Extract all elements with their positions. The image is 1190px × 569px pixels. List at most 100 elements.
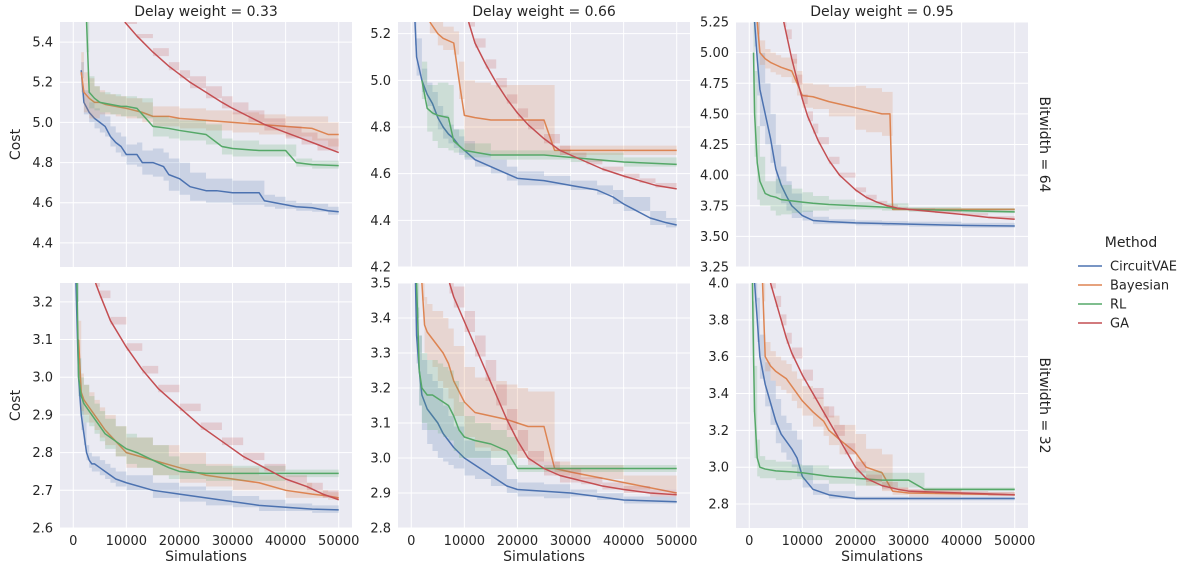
legend-label: GA (1110, 317, 1129, 332)
x-tick-label: 50000 (656, 534, 697, 549)
panel-r0-c1: 4.2 4.4 4.6 4.8 5.0 5.2 Delay weight = 0.66 (370, 4, 690, 276)
plot-area (751, 283, 1015, 501)
y-tick-label: 4.25 (700, 138, 729, 153)
row-label: Bitwidth = 64 (1036, 96, 1052, 192)
column-title: Delay weight = 0.33 (134, 4, 278, 20)
y-tick-label: 4.4 (370, 214, 391, 229)
legend-item-ga: GA (1078, 317, 1129, 332)
y-tick-label: 2.8 (32, 446, 53, 461)
x-tick-label: 50000 (318, 534, 359, 549)
y-axis-label: Cost (8, 128, 24, 160)
y-tick-label: 4.00 (700, 169, 729, 184)
legend-item-bayesian: Bayesian (1078, 279, 1169, 294)
plot-area (752, 22, 1015, 229)
panel-background (60, 283, 352, 528)
x-tick-label: 20000 (159, 534, 200, 549)
x-axis-label: Simulations (503, 549, 585, 565)
y-tick-label: 2.8 (370, 522, 391, 537)
line-rl (85, 22, 339, 167)
line-bayesian (77, 339, 339, 499)
y-tick-label: 3.50 (700, 230, 729, 245)
x-tick-label: 20000 (497, 534, 538, 549)
y-tick-label: 3.2 (708, 424, 729, 439)
y-tick-label: 2.8 (708, 498, 729, 513)
panel-r0-c0: 4.4 4.6 4.8 5.0 5.2 5.4 Delay weight = 0.33 Cos… (8, 4, 352, 267)
row-label: Bitwidth = 32 (1036, 357, 1052, 453)
band-circuitvae (81, 62, 339, 216)
y-tick-label: 5.4 (32, 36, 53, 51)
legend-label: Bayesian (1110, 279, 1169, 294)
x-tick-label: 40000 (265, 534, 306, 549)
line-ga (783, 22, 1015, 220)
y-tick-label: 5.2 (370, 27, 391, 42)
panel-background (736, 283, 1028, 528)
panel-r1-c1: 2.8 2.9 3.0 3.1 3.2 3.3 3.4 3.5 0 10000 20000 30000… (370, 277, 697, 566)
y-tick-label: 5.0 (370, 74, 391, 89)
column-title: Delay weight = 0.95 (810, 4, 954, 20)
y-tick-label: 3.25 (700, 261, 729, 276)
x-tick-label: 0 (745, 534, 753, 549)
band-bayesian (429, 22, 677, 155)
y-tick-label: 4.8 (32, 156, 53, 171)
legend-title: Method (1105, 235, 1158, 251)
y-tick-label: 3.1 (370, 417, 391, 432)
y-tick-label: 3.2 (370, 382, 391, 397)
legend: Method CircuitVAE Bayesian RL GA (1078, 235, 1177, 332)
plot-area (80, 22, 339, 216)
y-tick-label: 3.6 (708, 350, 729, 365)
x-tick-label: 30000 (212, 534, 253, 549)
legend-label: CircuitVAE (1110, 260, 1177, 275)
y-tick-label: 5.00 (700, 46, 729, 61)
y-tick-label: 4.0 (708, 277, 729, 292)
line-rl (421, 80, 677, 166)
x-tick-label: 10000 (106, 534, 147, 549)
panel-r1-c2: 2.8 3.0 3.2 3.4 3.6 3.8 4.0 0 10000 20000 30000 400… (708, 277, 1052, 566)
y-tick-label: 3.4 (370, 312, 391, 327)
column-title: Delay weight = 0.66 (472, 4, 616, 20)
y-tick-label: 3.2 (32, 295, 53, 310)
y-axis-label: Cost (8, 389, 24, 421)
line-ga (448, 283, 677, 496)
y-tick-label: 2.9 (370, 487, 391, 502)
y-tick-label: 3.75 (700, 199, 729, 214)
x-axis-label: Simulations (165, 549, 247, 565)
x-axis-label: Simulations (841, 549, 923, 565)
line-circuitvae (80, 70, 339, 213)
band-bayesian (757, 22, 1015, 211)
x-tick-label: 30000 (888, 534, 929, 549)
band-rl (421, 61, 677, 169)
line-ga (467, 22, 677, 190)
y-tick-label: 5.0 (32, 116, 53, 131)
y-tick-label: 4.4 (32, 236, 53, 251)
x-tick-label: 0 (69, 534, 77, 549)
line-bayesian (80, 72, 339, 136)
plot-area (414, 283, 677, 506)
line-circuitvae (414, 22, 677, 226)
y-tick-label: 3.5 (370, 277, 391, 292)
line-bayesian (429, 22, 677, 152)
band-ga (770, 283, 1015, 497)
x-tick-label: 40000 (941, 534, 982, 549)
x-tick-label: 10000 (782, 534, 823, 549)
panel-background (60, 22, 352, 267)
band-rl (753, 22, 1015, 216)
y-tick-label: 5.25 (700, 16, 729, 31)
x-tick-label: 40000 (603, 534, 644, 549)
y-tick-label: 3.1 (32, 333, 53, 348)
line-rl (751, 283, 1015, 491)
band-rl (416, 283, 677, 472)
x-tick-label: 30000 (550, 534, 591, 549)
y-tick-label: 3.4 (708, 387, 729, 402)
line-circuitvae (414, 283, 677, 503)
line-ga (94, 283, 339, 501)
panel-background (398, 22, 690, 267)
line-ga (124, 22, 339, 154)
line-ga (769, 283, 1015, 496)
y-tick-label: 3.0 (708, 461, 729, 476)
line-rl (752, 52, 1015, 213)
x-tick-label: 50000 (994, 534, 1035, 549)
y-tick-label: 2.6 (32, 522, 53, 537)
band-bayesian (81, 52, 339, 147)
y-tick-label: 2.9 (32, 408, 53, 423)
